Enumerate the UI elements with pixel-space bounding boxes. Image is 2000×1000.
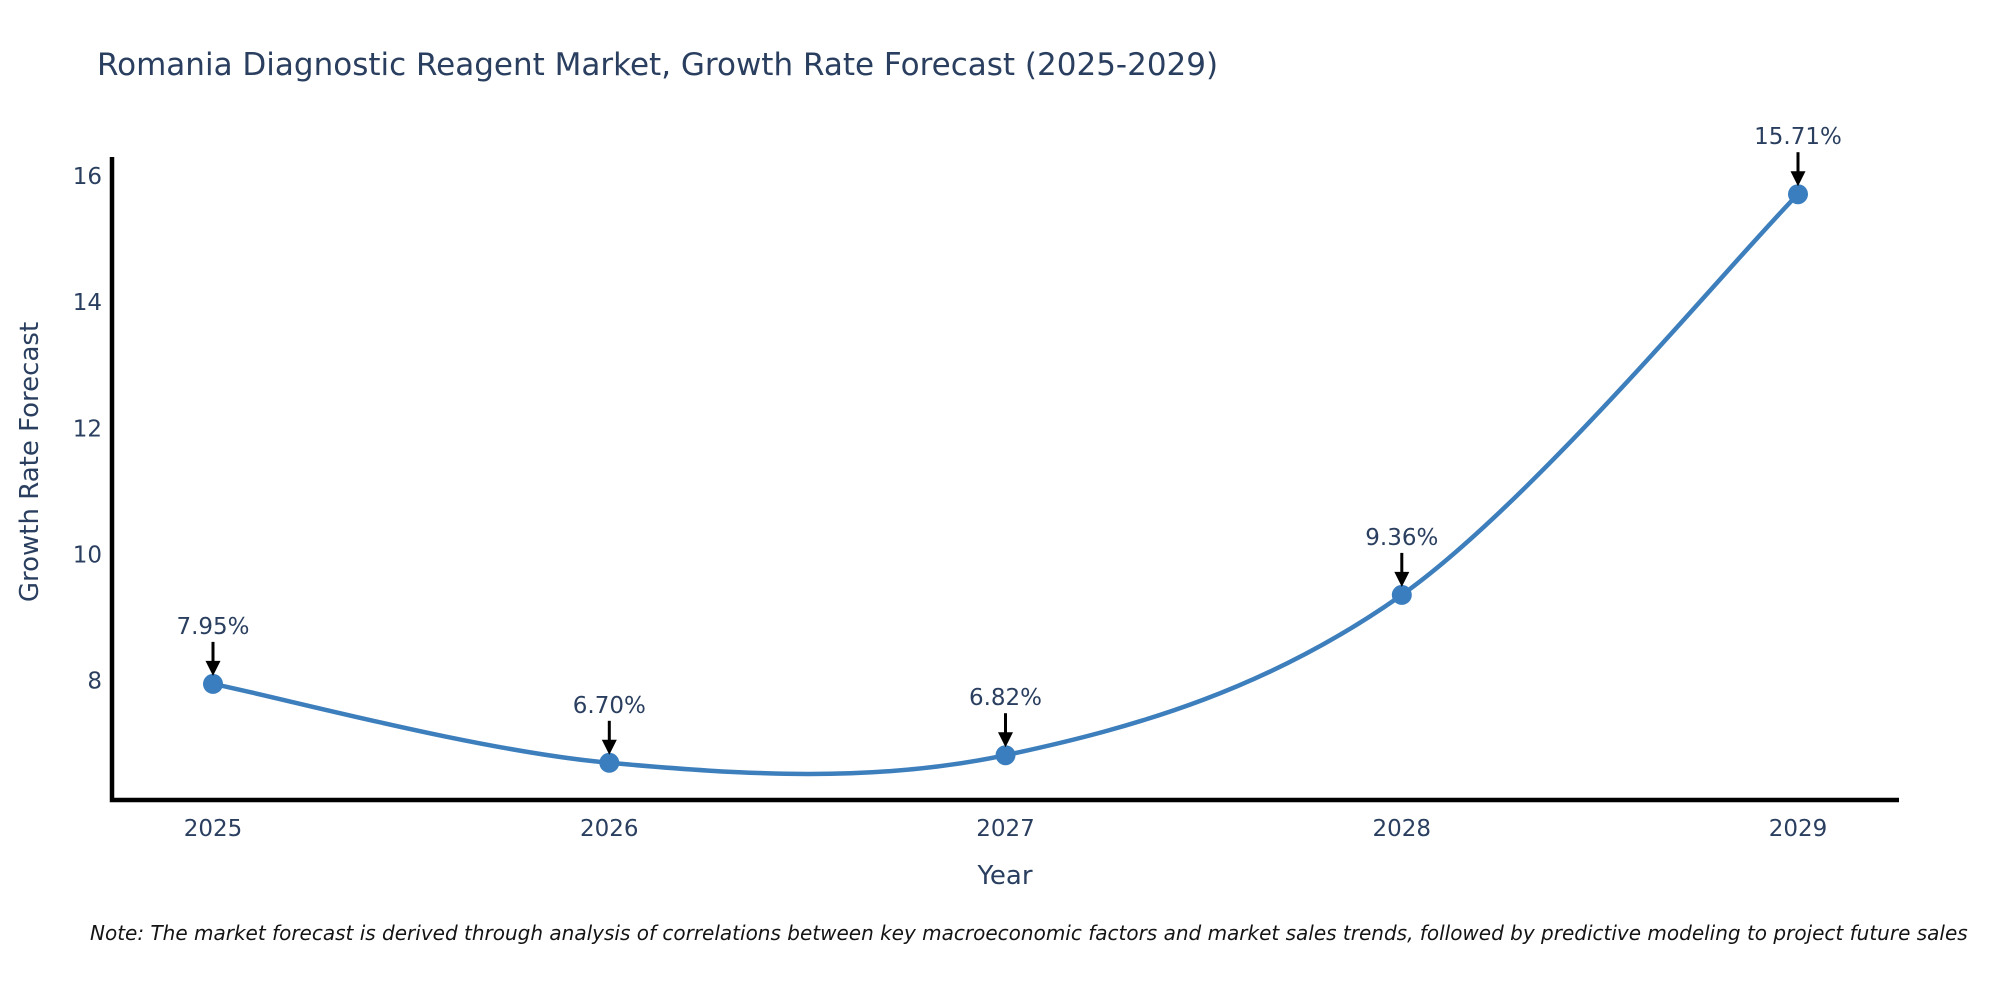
- data-point-2026: [599, 752, 620, 773]
- x-axis-title: Year: [976, 861, 1032, 891]
- y-tick-14: 14: [73, 290, 102, 316]
- y-tick-12: 12: [73, 416, 102, 442]
- y-axis-title: Growth Rate Forecast: [15, 322, 45, 602]
- x-tick-2027: 2027: [976, 816, 1035, 842]
- x-tick-2026: 2026: [580, 816, 639, 842]
- chart-title: Romania Diagnostic Reagent Market, Growt…: [97, 47, 1219, 83]
- data-point-2027: [995, 745, 1016, 766]
- y-tick-8: 8: [87, 669, 102, 695]
- x-tick-2029: 2029: [1769, 816, 1828, 842]
- annotation-arrowhead-2028: [1394, 571, 1410, 587]
- annotation-label-2027: 6.82%: [969, 685, 1042, 711]
- y-tick-10: 10: [73, 543, 102, 569]
- series-line: [210, 191, 1801, 777]
- annotation-arrowhead-2029: [1790, 171, 1806, 187]
- axis-lines: [109, 157, 1899, 803]
- x-tick-2028: 2028: [1373, 816, 1432, 842]
- annotation-arrowhead-2027: [998, 732, 1013, 748]
- annotation-arrowhead-2025: [205, 660, 221, 676]
- data-point-2029: [1788, 184, 1808, 205]
- annotation-label-2028: 9.36%: [1365, 525, 1438, 551]
- annotation-label-2025: 7.95%: [176, 614, 249, 640]
- data-point-2025: [203, 673, 223, 694]
- data-point-2028: [1391, 584, 1412, 605]
- annotation-label-2029: 15.71%: [1754, 124, 1842, 150]
- y-tick-16: 16: [73, 164, 102, 190]
- footnote: Note: The market forecast is derived thr…: [90, 921, 1968, 945]
- x-tick-2025: 2025: [184, 816, 243, 842]
- annotation-label-2026: 6.70%: [573, 693, 646, 719]
- annotation-arrowhead-2026: [601, 739, 617, 755]
